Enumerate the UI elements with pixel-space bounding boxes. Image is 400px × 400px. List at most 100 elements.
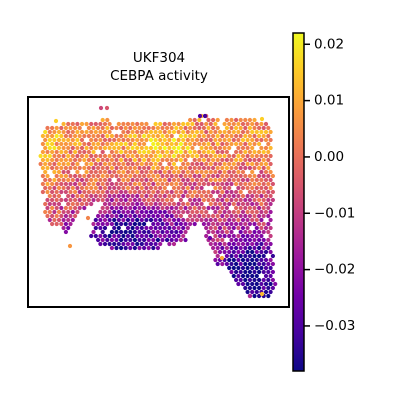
spot bbox=[231, 201, 236, 207]
spot bbox=[247, 261, 252, 267]
spot bbox=[240, 265, 246, 271]
spot bbox=[40, 189, 46, 195]
spot bbox=[128, 205, 133, 211]
spot bbox=[234, 197, 239, 203]
spot bbox=[144, 129, 149, 135]
spot bbox=[139, 217, 144, 223]
spot bbox=[183, 149, 188, 155]
spot bbox=[73, 205, 78, 211]
spot bbox=[77, 133, 82, 139]
spot bbox=[151, 197, 156, 203]
spot bbox=[266, 245, 271, 251]
spot bbox=[238, 157, 243, 163]
spot bbox=[112, 201, 117, 207]
spot bbox=[266, 261, 271, 267]
spot bbox=[169, 221, 174, 227]
spot bbox=[201, 125, 206, 131]
spot bbox=[215, 173, 220, 179]
spot bbox=[220, 149, 225, 155]
spot bbox=[102, 177, 108, 183]
spot bbox=[213, 241, 218, 247]
spot bbox=[82, 205, 87, 211]
spot bbox=[40, 181, 46, 187]
spot bbox=[243, 261, 248, 267]
spot bbox=[194, 185, 200, 191]
spot bbox=[229, 229, 234, 235]
spot bbox=[257, 285, 262, 291]
spot bbox=[171, 129, 177, 135]
spot bbox=[197, 157, 202, 163]
spot bbox=[146, 133, 151, 139]
spot bbox=[107, 121, 112, 127]
spot bbox=[162, 169, 167, 175]
spot bbox=[252, 293, 257, 299]
spot bbox=[121, 185, 126, 191]
spot bbox=[114, 245, 119, 251]
spot bbox=[160, 213, 165, 219]
spot bbox=[231, 177, 236, 183]
spot bbox=[268, 153, 273, 159]
spot bbox=[238, 253, 243, 259]
spot bbox=[261, 245, 266, 251]
spot bbox=[82, 133, 87, 139]
spot bbox=[148, 225, 154, 231]
spot bbox=[183, 157, 188, 163]
spot bbox=[261, 149, 266, 155]
spot bbox=[52, 201, 57, 207]
spot bbox=[245, 233, 250, 239]
spot bbox=[206, 133, 211, 139]
spot bbox=[220, 133, 225, 139]
spot bbox=[125, 169, 131, 175]
spot bbox=[107, 185, 112, 191]
spot bbox=[68, 149, 73, 155]
spot bbox=[181, 177, 186, 183]
spot bbox=[98, 129, 103, 135]
spot bbox=[119, 237, 124, 243]
spot bbox=[79, 193, 85, 199]
spot bbox=[96, 165, 101, 171]
spot bbox=[188, 205, 193, 211]
spot bbox=[45, 189, 50, 195]
spot bbox=[252, 189, 257, 195]
spot bbox=[204, 153, 209, 159]
spot bbox=[162, 137, 167, 143]
spot bbox=[171, 161, 177, 167]
spot bbox=[252, 245, 257, 251]
spot bbox=[114, 149, 119, 155]
spot bbox=[142, 157, 147, 163]
spot bbox=[250, 201, 255, 207]
spot bbox=[142, 189, 147, 195]
spot bbox=[169, 149, 174, 155]
spot bbox=[52, 129, 57, 135]
spot bbox=[238, 117, 243, 123]
spot bbox=[254, 177, 259, 183]
spot bbox=[220, 181, 225, 187]
spot bbox=[165, 237, 170, 243]
spot bbox=[86, 141, 91, 147]
spot bbox=[56, 177, 62, 183]
spot bbox=[176, 153, 181, 159]
spot bbox=[130, 233, 135, 239]
spot bbox=[125, 209, 131, 215]
spot bbox=[250, 273, 255, 279]
spot bbox=[247, 213, 252, 219]
spot bbox=[197, 149, 202, 155]
spot bbox=[84, 121, 89, 127]
spot bbox=[270, 197, 275, 203]
spot bbox=[102, 233, 108, 239]
spot bbox=[165, 125, 170, 131]
spot bbox=[224, 197, 229, 203]
spot bbox=[257, 165, 262, 171]
spot bbox=[245, 249, 250, 255]
spot bbox=[215, 133, 220, 139]
spot bbox=[231, 153, 236, 159]
spot bbox=[213, 257, 218, 263]
spot bbox=[68, 125, 73, 131]
spot bbox=[86, 181, 91, 187]
spot bbox=[259, 233, 264, 239]
spot bbox=[155, 173, 160, 179]
spot bbox=[167, 137, 172, 143]
spot bbox=[194, 129, 200, 135]
spot bbox=[50, 213, 55, 219]
spot bbox=[119, 133, 124, 139]
